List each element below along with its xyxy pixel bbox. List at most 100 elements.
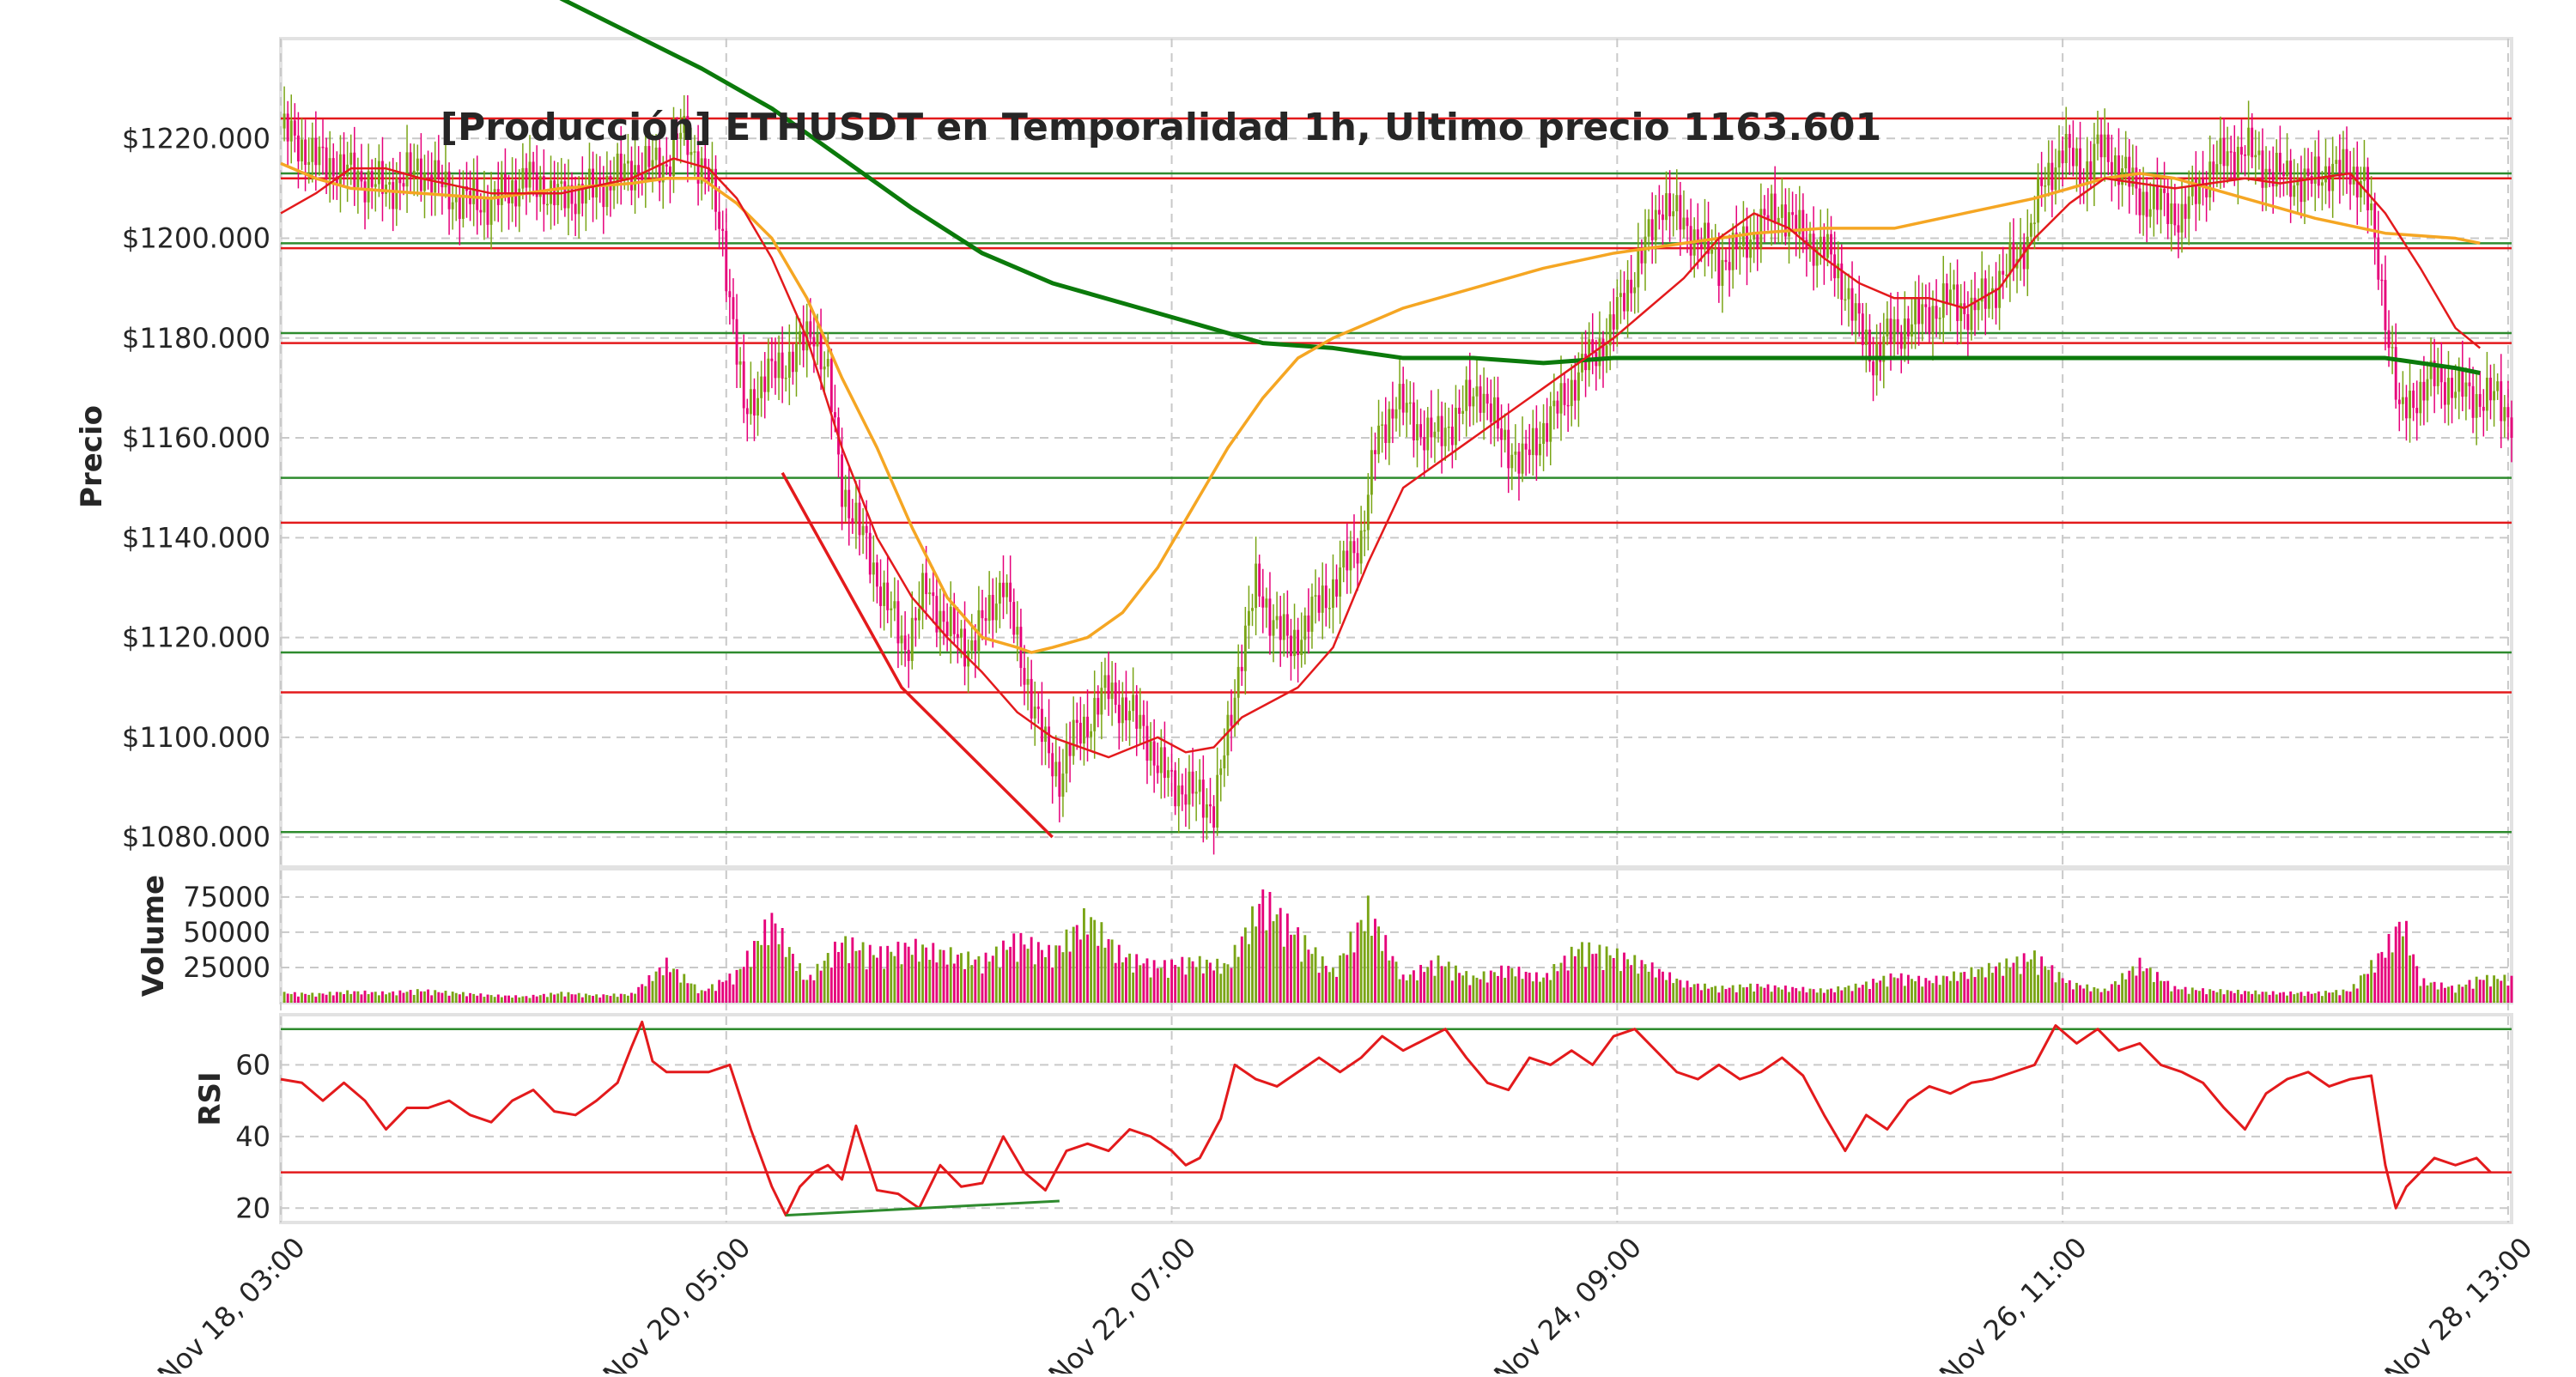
volume-bar bbox=[1542, 977, 1545, 1003]
candle-body bbox=[437, 160, 440, 179]
candle-body bbox=[763, 376, 767, 392]
volume-bar bbox=[1135, 954, 1139, 1003]
candle-body bbox=[1321, 585, 1324, 613]
volume-bar bbox=[595, 994, 598, 1003]
candle-body bbox=[1546, 422, 1549, 442]
volume-bar bbox=[1026, 949, 1030, 1003]
volume-bar bbox=[1570, 946, 1573, 1003]
candle-body bbox=[1528, 449, 1531, 456]
volume-bar bbox=[2128, 970, 2131, 1003]
volume-bar bbox=[2244, 991, 2246, 1003]
volume-bar bbox=[2170, 991, 2173, 1003]
candle-body bbox=[1633, 287, 1637, 294]
candle-body bbox=[1048, 726, 1051, 754]
candle-body bbox=[2503, 407, 2506, 422]
volume-bar bbox=[963, 968, 966, 1003]
volume-bar bbox=[848, 962, 851, 1003]
candle-body bbox=[1349, 541, 1352, 571]
volume-bar bbox=[314, 996, 318, 1003]
candle-body bbox=[2198, 178, 2201, 204]
volume-bar bbox=[507, 995, 510, 1003]
candle-body bbox=[1882, 336, 1886, 362]
volume-bar bbox=[469, 992, 472, 1003]
volume-bar bbox=[1844, 987, 1847, 1003]
candle-body bbox=[511, 179, 514, 203]
candle-body bbox=[1335, 579, 1338, 597]
volume-bar bbox=[1731, 985, 1735, 1003]
candle-body bbox=[454, 196, 458, 203]
volume-bar bbox=[1945, 976, 1948, 1003]
candle-body bbox=[1591, 339, 1595, 353]
volume-bar bbox=[1181, 956, 1184, 1003]
candle-body bbox=[861, 525, 865, 536]
volume-bar bbox=[2380, 951, 2384, 1003]
volume-bar bbox=[2187, 993, 2190, 1003]
candle-body bbox=[409, 152, 412, 176]
candle-body bbox=[1798, 209, 1801, 234]
volume-bar bbox=[472, 993, 476, 1003]
volume-bar bbox=[598, 997, 602, 1003]
candle-body bbox=[2215, 164, 2219, 175]
candle-body bbox=[1521, 443, 1524, 474]
volume-bar bbox=[2320, 996, 2324, 1003]
volume-bar bbox=[1626, 959, 1630, 1003]
volume-bar bbox=[1917, 975, 1921, 1003]
candle-body bbox=[1959, 303, 1963, 321]
volume-bar bbox=[2061, 978, 2064, 1003]
candle-body bbox=[2019, 244, 2022, 259]
candle-body bbox=[1539, 444, 1541, 456]
candle-body bbox=[809, 321, 812, 337]
candle-body bbox=[1953, 284, 1955, 290]
volume-bar bbox=[1125, 957, 1127, 1003]
volume-bar bbox=[1500, 965, 1503, 1003]
volume-bar bbox=[626, 995, 629, 1003]
volume-bar bbox=[1966, 979, 1970, 1003]
volume-bar bbox=[956, 954, 959, 1003]
candle-body bbox=[1366, 494, 1370, 531]
candle-body bbox=[1980, 278, 1984, 302]
candle-body bbox=[2443, 382, 2446, 405]
ema-slow-line bbox=[559, 0, 2481, 375]
volume-bar bbox=[525, 996, 528, 1003]
volume-bar bbox=[1005, 949, 1009, 1003]
volume-bar bbox=[2278, 992, 2281, 1003]
rsi-line bbox=[280, 1020, 2492, 1217]
candle-body bbox=[2236, 147, 2239, 179]
volume-bar bbox=[602, 994, 605, 1003]
volume-bar bbox=[1149, 977, 1152, 1003]
volume-bar bbox=[851, 937, 854, 1003]
candle-body bbox=[679, 132, 683, 139]
volume-bar bbox=[696, 993, 700, 1003]
candle-body bbox=[2331, 163, 2335, 191]
volume-bar bbox=[1893, 977, 1896, 1003]
volume-bar bbox=[1686, 980, 1689, 1003]
volume-bar bbox=[609, 996, 612, 1003]
volume-bar bbox=[910, 955, 914, 1003]
volume-bar bbox=[886, 945, 890, 1003]
volume-bar bbox=[1363, 931, 1366, 1003]
candle-body bbox=[886, 582, 890, 610]
volume-bar bbox=[434, 990, 437, 1003]
volume-bar bbox=[2202, 988, 2204, 1003]
candle-body bbox=[703, 158, 707, 168]
candle-body bbox=[1093, 697, 1097, 731]
volume-bar bbox=[2426, 985, 2429, 1003]
volume-bar bbox=[1517, 966, 1521, 1003]
volume-bar bbox=[2289, 991, 2293, 1003]
candle-body bbox=[381, 161, 384, 194]
candle-body bbox=[2482, 406, 2485, 411]
volume-bar bbox=[1408, 974, 1412, 1003]
candle-body bbox=[1630, 279, 1633, 294]
volume-bar bbox=[1704, 983, 1706, 1003]
candle-body bbox=[1240, 666, 1243, 671]
x-tick-label: Nov 24, 09:00 bbox=[1487, 1231, 1648, 1374]
candle-body bbox=[588, 168, 591, 188]
candle-body bbox=[580, 183, 584, 204]
volume-bar bbox=[2145, 968, 2148, 1003]
candle-body bbox=[2380, 279, 2384, 282]
candle-body bbox=[1731, 232, 1735, 270]
volume-bar bbox=[1801, 986, 1805, 1003]
volume-bar bbox=[2184, 986, 2187, 1003]
candle-body bbox=[1216, 774, 1219, 828]
